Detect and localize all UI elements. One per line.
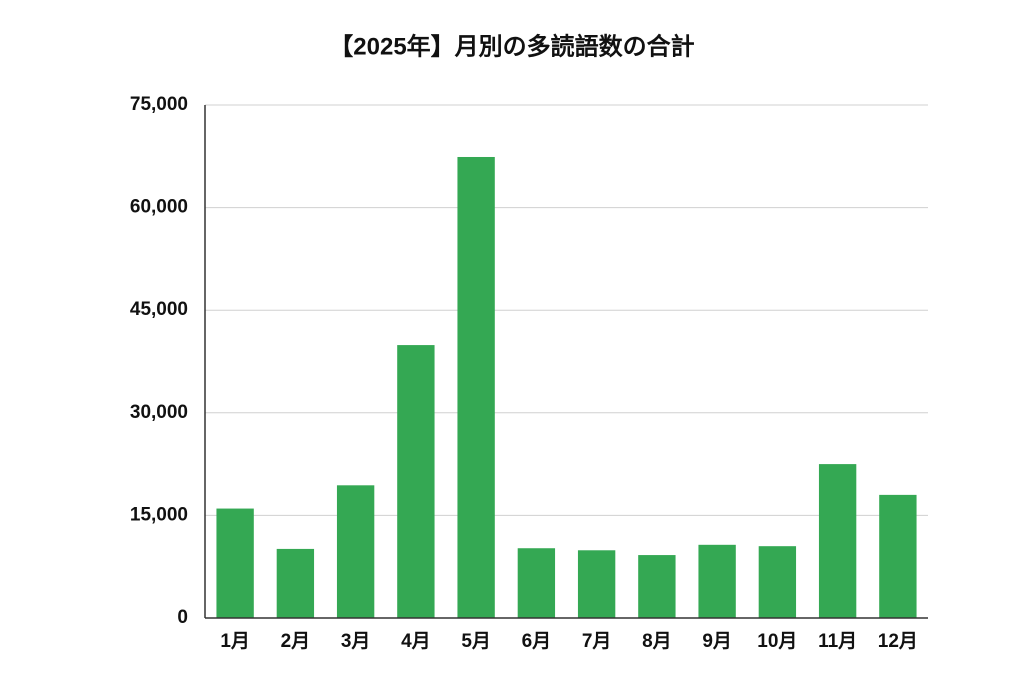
- x-tick-label: 5月: [461, 631, 491, 652]
- x-tick-label: 11月: [818, 631, 857, 652]
- x-tick-label: 12月: [878, 631, 918, 652]
- chart-title: 【2025年】月別の多読語数の合計: [329, 32, 694, 60]
- bar: [758, 546, 797, 618]
- x-tick-label: 2月: [281, 631, 311, 652]
- y-tick-label: 15,000: [130, 504, 188, 525]
- bar: [879, 494, 917, 618]
- bar: [397, 345, 435, 618]
- y-tick-label: 75,000: [130, 94, 188, 115]
- x-tick-label: 10月: [757, 631, 797, 652]
- x-tick-label: 9月: [702, 631, 732, 652]
- y-tick-label: 45,000: [130, 299, 188, 320]
- bar: [698, 544, 736, 618]
- bar: [457, 156, 495, 618]
- bar: [517, 548, 556, 618]
- y-tick-label: 0: [177, 607, 188, 628]
- bar: [216, 508, 254, 618]
- bar: [638, 555, 676, 618]
- bar: [276, 548, 315, 618]
- bar: [336, 485, 375, 618]
- x-tick-label: 8月: [642, 631, 672, 652]
- y-tick-label: 60,000: [130, 197, 188, 218]
- x-tick-label: 7月: [582, 631, 612, 652]
- bar: [577, 550, 616, 618]
- x-tick-label: 3月: [341, 631, 371, 652]
- y-tick-label: 30,000: [130, 402, 188, 423]
- x-tick-label: 1月: [220, 631, 250, 652]
- x-tick-label: 4月: [401, 631, 431, 652]
- bar: [818, 464, 857, 618]
- x-tick-label: 6月: [522, 631, 552, 652]
